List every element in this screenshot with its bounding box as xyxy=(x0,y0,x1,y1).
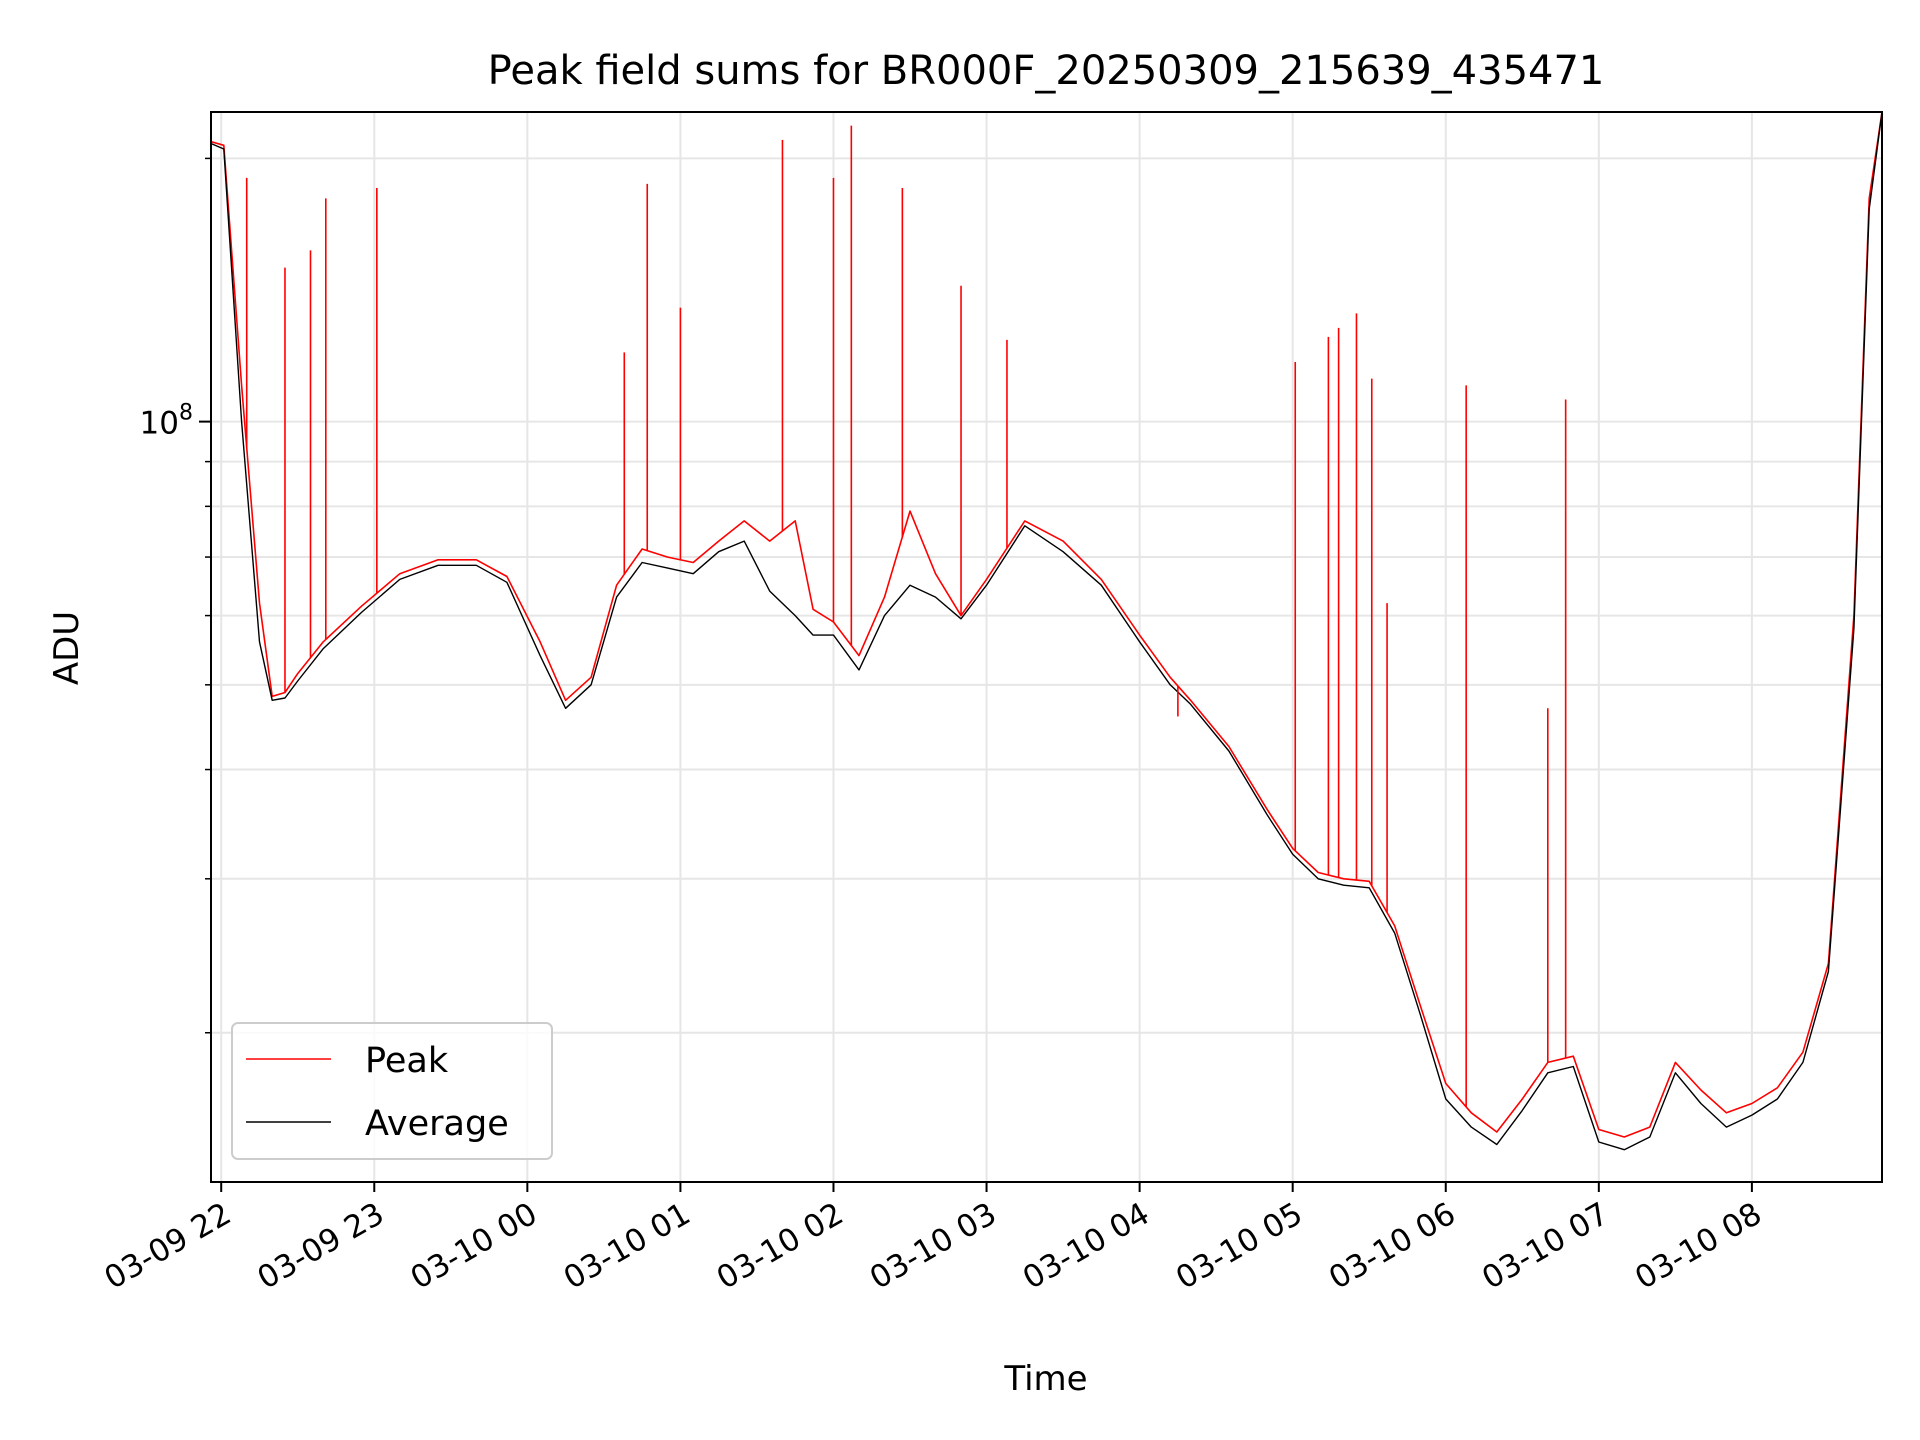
legend-label-peak: Peak xyxy=(365,1041,449,1081)
grid-lines xyxy=(211,112,1882,1182)
series-layer xyxy=(211,112,1882,1151)
series-line-average xyxy=(211,112,1882,1151)
plot-frame xyxy=(210,111,1883,1183)
x-axis-label: Time xyxy=(1003,1359,1087,1399)
series-line-peak xyxy=(211,112,1882,1138)
y-tick-label: 108 xyxy=(140,401,193,442)
y-axis-label: ADU xyxy=(47,611,87,685)
legend-label-average: Average xyxy=(365,1104,509,1144)
legend-box xyxy=(231,1022,553,1160)
legend: Peak Average xyxy=(231,1022,553,1160)
y-axis: 108 xyxy=(140,157,211,1034)
plot-area xyxy=(211,112,1882,1151)
chart-title: Peak field sums for BR000F_20250309_2156… xyxy=(488,48,1605,94)
